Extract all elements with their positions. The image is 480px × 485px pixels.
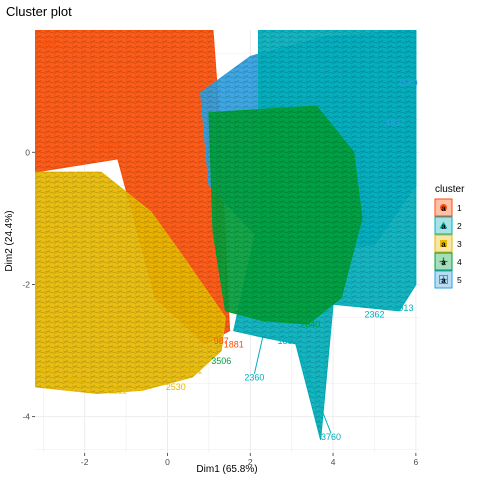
legend-marker (439, 275, 448, 284)
legend: cluster a 1 a 2 a 3 a 4 a 5 (434, 184, 465, 289)
legend-key-letter: a (441, 240, 446, 249)
x-tick-label: 0 (165, 457, 170, 467)
point-label: 3849 (66, 376, 86, 386)
cluster-2-outlier-line (253, 337, 264, 374)
point-label: 2232 (282, 303, 302, 313)
x-tick-label: 4 (331, 457, 336, 467)
point-label: 2979 (100, 141, 120, 151)
point-label: 4832 (385, 118, 405, 128)
legend-label-5: 5 (457, 275, 462, 285)
chart-title: Cluster plot (6, 4, 72, 19)
x-tick-label: -2 (81, 457, 89, 467)
y-axis-title: Dim2 (24.4%) (4, 210, 15, 271)
point-label: 2530 (166, 382, 186, 392)
point-label: 3760 (321, 432, 341, 442)
point-label: 2661 (182, 366, 202, 376)
axis-ticks: -2 0 2 4 6 0 -2 -4 (22, 147, 418, 467)
point-label: 2362 (364, 310, 384, 320)
point-label: 1882 (278, 336, 298, 346)
legend-key-letter: a (441, 204, 446, 213)
cluster-2-outlier-line (295, 343, 332, 434)
legend-marker (440, 204, 447, 211)
x-axis-title: Dim1 (65.8%) (196, 464, 257, 475)
cluster-hulls (35, 30, 417, 440)
point-label: 2840 (300, 319, 320, 329)
point-label: 987 (214, 336, 229, 346)
point-label: 1913 (393, 303, 413, 313)
cluster-3-texture (35, 172, 226, 394)
point-label: 3506 (211, 356, 231, 366)
point-label: 1580 (398, 78, 418, 88)
point-label: 2360 (244, 372, 264, 382)
cluster-4-texture (208, 106, 362, 325)
legend-title: cluster (435, 184, 465, 195)
point-label: 2978 (33, 366, 53, 376)
legend-marker (439, 221, 448, 229)
legend-label-4: 4 (457, 257, 462, 267)
y-tick-label: -4 (22, 412, 30, 422)
legend-key-letter: a (441, 276, 446, 285)
x-tick-label: 2 (248, 457, 253, 467)
legend-label-3: 3 (457, 239, 462, 249)
legend-marker (440, 240, 447, 247)
point-label: 2882 (37, 39, 57, 49)
legend-marker (439, 257, 448, 266)
legend-marker (439, 275, 448, 284)
legend-label-2: 2 (457, 221, 462, 231)
y-tick-label: -2 (22, 279, 30, 289)
point-label: 1881 (224, 339, 244, 349)
legend-key-letter: a (441, 222, 446, 231)
legend-key-letter: a (441, 258, 446, 267)
point-label: 1111 (109, 386, 127, 396)
point-label: 3862 (228, 111, 248, 121)
y-tick-label: 0 (25, 147, 30, 157)
x-tick-label: 6 (413, 457, 418, 467)
legend-label-1: 1 (457, 203, 462, 213)
